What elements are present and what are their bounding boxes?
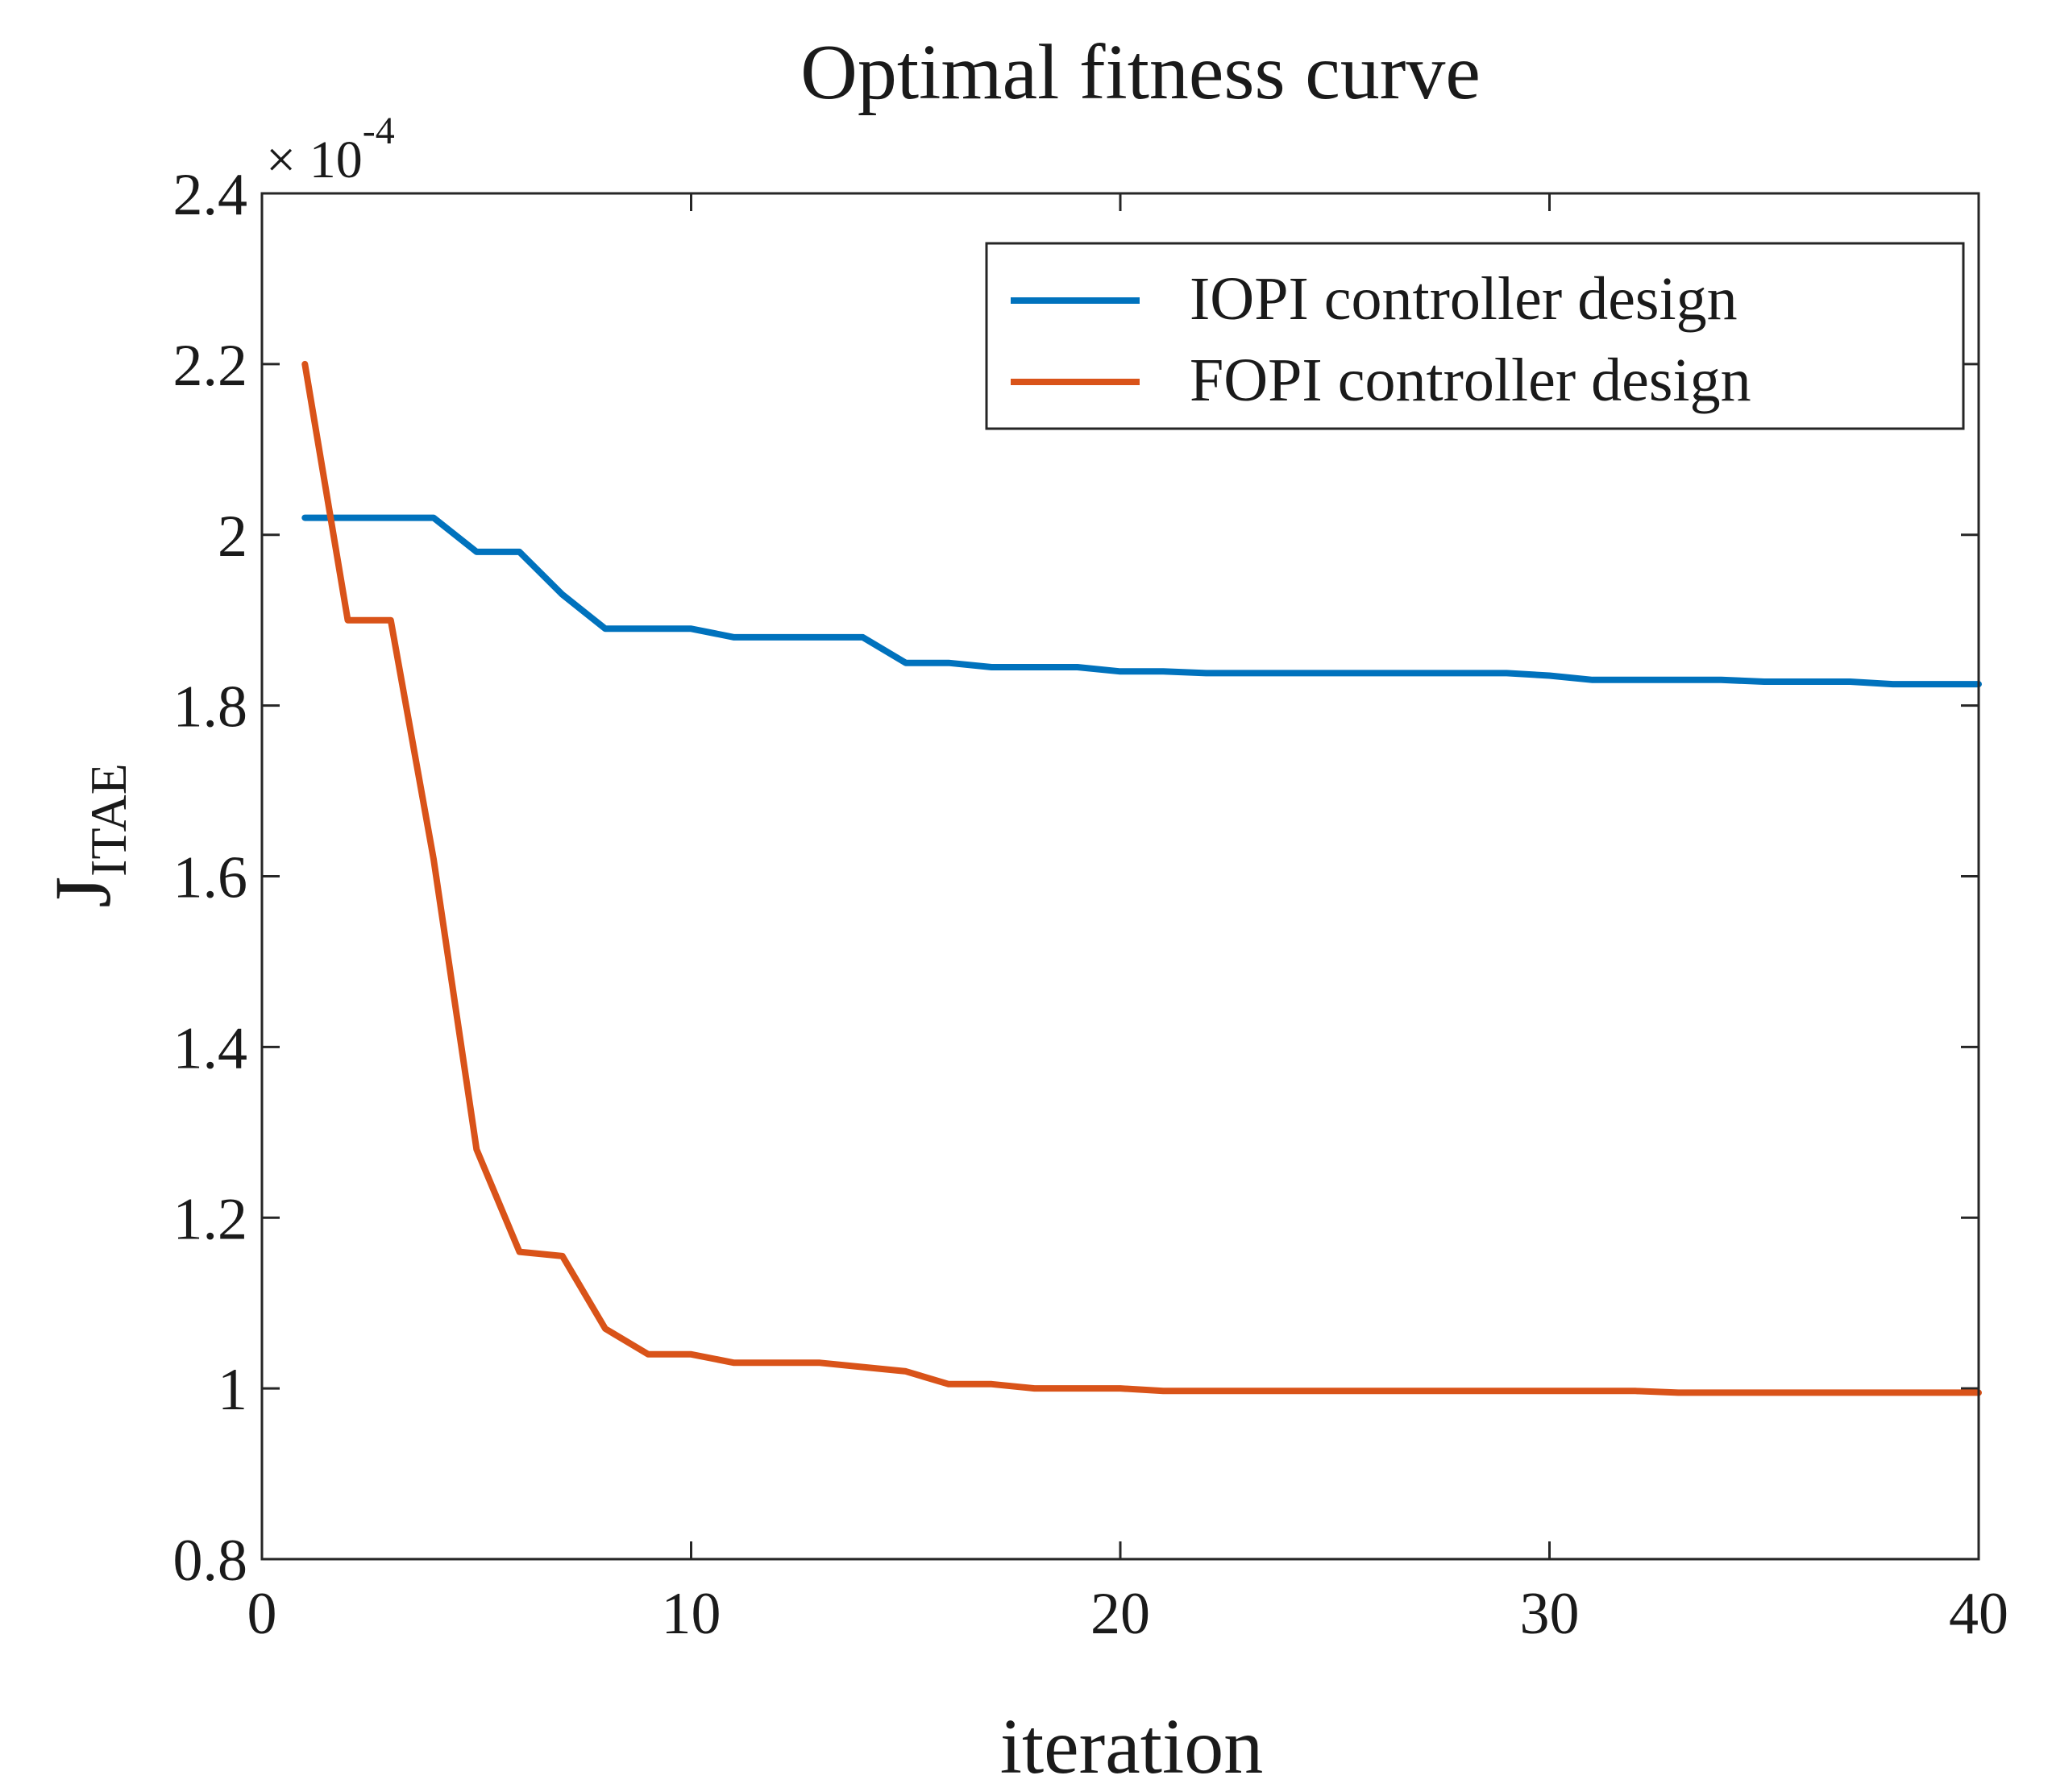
plot-area: 0 10 20 30 40 0.8 1 1.2 1.4 1.6 1.8 2 2.2 2.4 [173, 162, 2009, 1647]
axis-exponent: × 10-4 [266, 110, 395, 189]
x-tick-label: 40 [1949, 1581, 2008, 1647]
legend-box [985, 242, 1965, 430]
plot-frame [260, 192, 1980, 1561]
x-tick-label: 30 [1520, 1581, 1580, 1647]
x-tick-label: 20 [1090, 1581, 1150, 1647]
chart-title: Optimal fitness curve [800, 29, 1481, 116]
x-axis-label: iteration [1000, 1703, 1264, 1790]
y-tick-label: 1 [218, 1357, 247, 1423]
y-tick-label: 2.2 [173, 333, 248, 399]
y-axis-label-main: J [38, 877, 127, 908]
y-axis-label-sub: ITAE [80, 763, 137, 877]
y-tick-label: 1.6 [173, 845, 248, 911]
axis-exponent-power: -4 [363, 110, 395, 152]
y-tick-label: 2.4 [173, 162, 248, 228]
y-tick-label: 1.4 [173, 1015, 248, 1081]
legend-label-fopi: FOPI controller design [1190, 346, 1751, 414]
y-tick-label: 0.8 [173, 1528, 248, 1594]
series-line-iopi [301, 514, 1982, 688]
y-tick-label: 2 [218, 504, 247, 570]
x-tick-label: 10 [662, 1581, 721, 1647]
y-tick-label: 1.2 [173, 1186, 248, 1252]
x-tick-label: 0 [247, 1581, 277, 1647]
series-line-fopi [301, 360, 1982, 1396]
axis-exponent-base: × 10 [266, 131, 363, 189]
legend: IOPI controller design FOPI controller d… [985, 242, 1965, 430]
y-axis-label: JITAE [38, 763, 137, 908]
y-tick-label: 1.8 [173, 674, 248, 740]
legend-label-iopi: IOPI controller design [1190, 265, 1738, 333]
